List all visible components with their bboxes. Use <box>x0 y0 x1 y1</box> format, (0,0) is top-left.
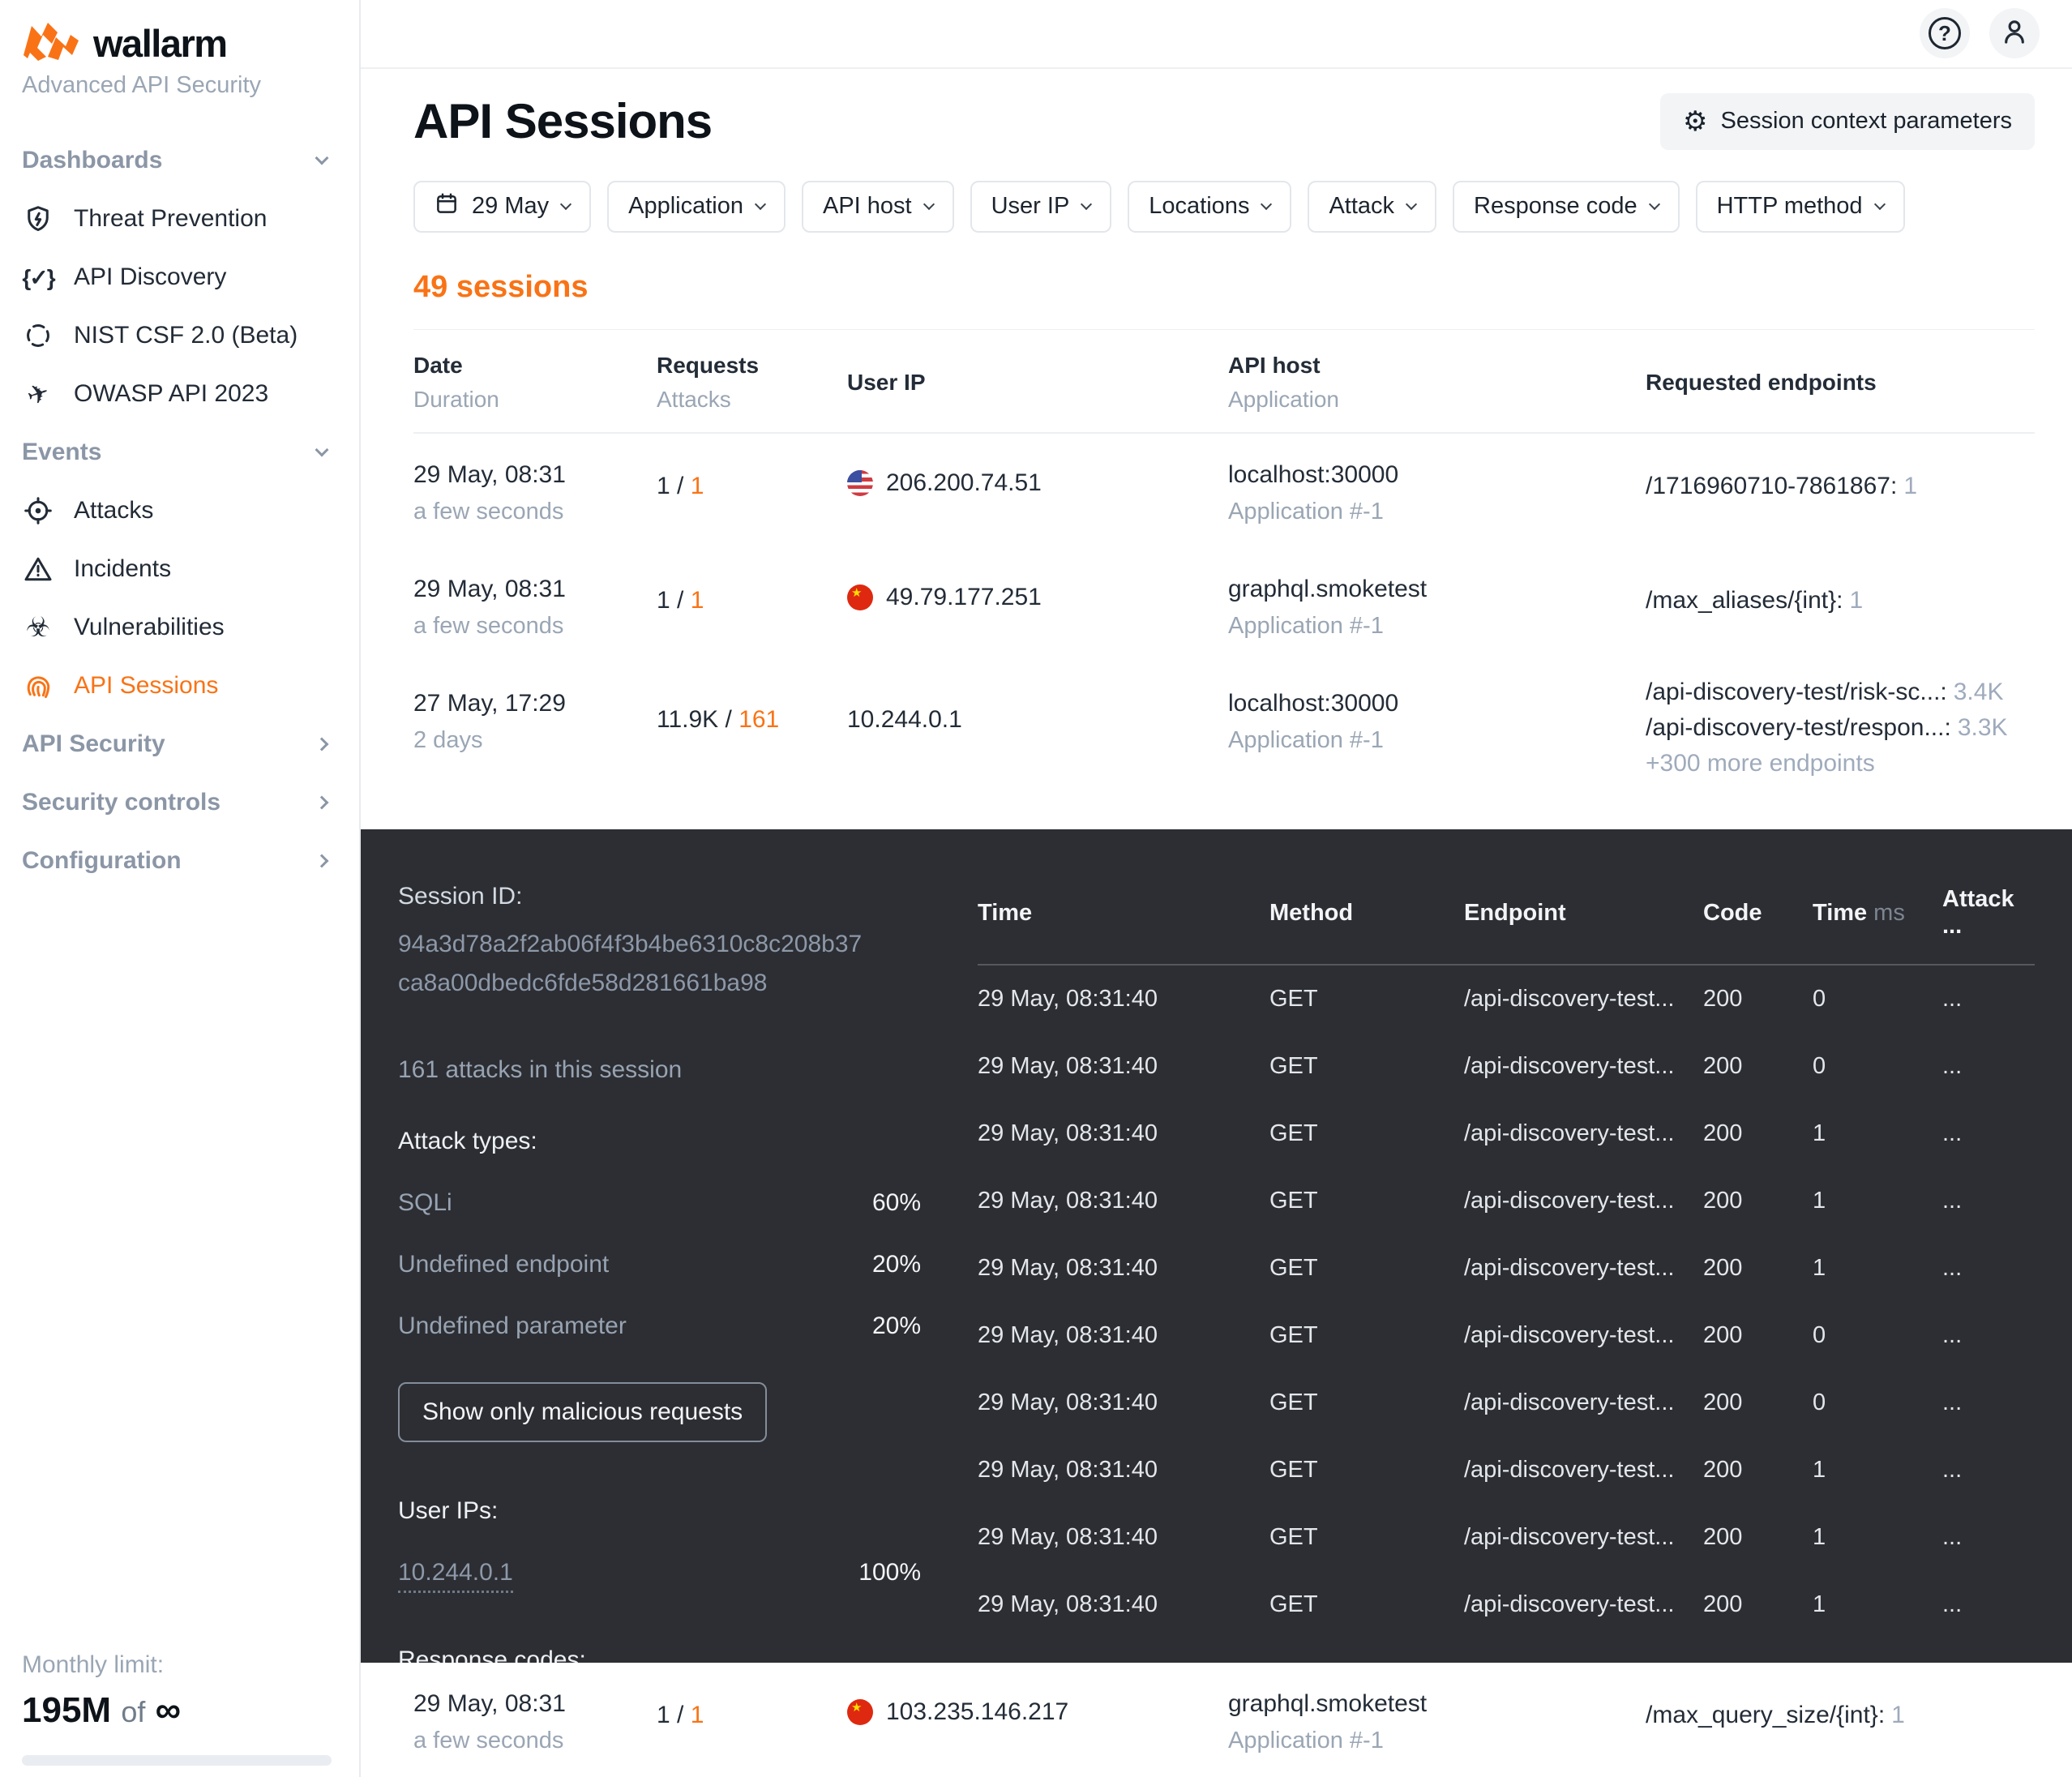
calendar-icon <box>435 191 459 222</box>
help-button[interactable]: ? <box>1920 8 1970 59</box>
attacks-summary: 161 attacks in this session <box>398 1056 683 1084</box>
request-row[interactable]: 29 May, 08:31:40 GET/api-discovery-test..… <box>978 1255 1963 1282</box>
sidebar-nav: Dashboards Threat Prevention {✓} API Dis… <box>22 131 359 890</box>
braces-check-icon: {✓} <box>22 264 55 290</box>
sidebar: wallarm Advanced API Security Dashboards… <box>0 0 361 1777</box>
sidebar-item-vulnerabilities[interactable]: ☣ Vulnerabilities <box>22 598 359 657</box>
session-row-expanded[interactable]: 27 May, 17:29 2 days 11.9K / 161 10.244.0… <box>413 662 2035 800</box>
session-row[interactable]: 29 May, 08:31a few seconds 1 / 1 49.79.1… <box>413 548 2035 662</box>
chevron-down-icon <box>315 443 329 457</box>
filter-http-method[interactable]: HTTP method <box>1695 180 1905 233</box>
request-row[interactable]: 29 May, 08:31:40 GET/api-discovery-test..… <box>978 1120 1963 1147</box>
sidebar-item-owasp-api[interactable]: ✈ OWASP API 2023 <box>22 365 359 423</box>
monthly-limit-value: 195M of ∞ <box>22 1690 181 1730</box>
question-icon: ? <box>1929 17 1961 50</box>
filter-bar: 29 May Application API host User IP Loca… <box>361 150 2072 233</box>
chevron-down-icon <box>1261 198 1273 210</box>
chevron-right-icon <box>315 795 329 810</box>
sessions-count: 49 sessions <box>413 269 589 304</box>
show-malicious-requests-button[interactable]: Show only malicious requests <box>398 1382 768 1443</box>
request-row[interactable]: 29 May, 08:31:40 GET/api-discovery-test..… <box>978 1457 1963 1484</box>
filter-application[interactable]: Application <box>607 180 786 233</box>
request-row[interactable]: 29 May, 08:31:40 GET/api-discovery-test..… <box>978 1591 1963 1618</box>
filter-response-code[interactable]: Response code <box>1453 180 1680 233</box>
request-row[interactable]: 29 May, 08:31:40 GET/api-discovery-test..… <box>978 1524 1963 1551</box>
wallarm-logo-icon <box>22 21 80 66</box>
fingerprint-icon <box>22 671 54 700</box>
jet-plane-icon: ✈ <box>23 376 54 412</box>
chevron-right-icon <box>315 854 329 868</box>
sidebar-section-api-security[interactable]: API Security <box>22 715 359 773</box>
sidebar-item-api-sessions[interactable]: API Sessions <box>22 657 359 715</box>
sidebar-item-threat-prevention[interactable]: Threat Prevention <box>22 190 359 248</box>
brand-subtitle: Advanced API Security <box>22 72 261 98</box>
session-detail-panel: Session ID: 94a3d78a2f2ab06f4f3b4be6310c… <box>361 829 2072 1663</box>
user-icon <box>1999 16 2030 51</box>
more-endpoints-link[interactable]: +300 more endpoints <box>1646 750 1875 777</box>
chevron-down-icon <box>1081 198 1093 210</box>
sidebar-section-dashboards[interactable]: Dashboards <box>22 131 359 190</box>
us-flag-icon <box>847 470 873 497</box>
monthly-limit: Monthly limit: 195M of ∞ <box>22 1651 332 1766</box>
gear-icon: ⚙ <box>1683 105 1708 137</box>
cn-flag-icon <box>847 1699 873 1725</box>
session-summary: Session ID: 94a3d78a2f2ab06f4f3b4be6310c… <box>398 862 921 1663</box>
requests-table-header: Time Method Endpoint Code Time ms Attack … <box>978 862 2035 966</box>
request-row[interactable]: 29 May, 08:31:40 GET/api-discovery-test..… <box>978 1053 1963 1080</box>
brand[interactable]: wallarm <box>22 21 359 66</box>
session-row[interactable]: 29 May, 08:31a few seconds 1 / 1 103.235… <box>413 1663 2035 1777</box>
nist-segments-icon <box>22 321 54 350</box>
chevron-down-icon <box>923 198 935 210</box>
biohazard-icon: ☣ <box>25 612 51 643</box>
topbar: ? <box>361 0 2072 69</box>
request-row[interactable]: 29 May, 08:31:40 GET/api-discovery-test..… <box>978 1188 1963 1214</box>
divider <box>413 328 2035 331</box>
shield-bolt-icon <box>22 204 54 233</box>
chevron-down-icon <box>1405 198 1418 210</box>
attack-type-row: SQLi 60% <box>398 1189 921 1217</box>
request-row[interactable]: 29 May, 08:31:40 GET/api-discovery-test..… <box>978 1322 1963 1349</box>
page-title: API Sessions <box>413 94 713 149</box>
sessions-table-continued: 29 May, 08:31a few seconds 1 / 1 103.235… <box>361 1663 2072 1777</box>
filter-api-host[interactable]: API host <box>801 180 954 233</box>
sidebar-section-security-controls[interactable]: Security controls <box>22 773 359 832</box>
attack-type-row: Undefined parameter 20% <box>398 1312 921 1340</box>
sessions-table-header: Date Duration Requests Attacks User IP API… <box>413 330 2035 435</box>
user-menu-button[interactable] <box>1989 8 2040 59</box>
request-row[interactable]: 29 May, 08:31:40 GET/api-discovery-test..… <box>978 986 1963 1013</box>
main-content: ? API Sessions ⚙ Session context paramet… <box>361 0 2072 1777</box>
sidebar-section-configuration[interactable]: Configuration <box>22 832 359 890</box>
chevron-down-icon <box>560 198 572 210</box>
chevron-right-icon <box>315 737 329 751</box>
cn-flag-icon <box>847 584 873 611</box>
sidebar-item-attacks[interactable]: Attacks <box>22 482 359 540</box>
chevron-down-icon <box>315 151 329 165</box>
user-ip-row: 10.244.0.1 100% <box>398 1559 921 1594</box>
filter-date[interactable]: 29 May <box>413 180 592 233</box>
session-row[interactable]: 29 May, 08:31 a few seconds 1 / 1 206.200… <box>413 461 1917 525</box>
chevron-down-icon <box>754 198 767 210</box>
monthly-limit-progressbar <box>22 1755 332 1766</box>
sidebar-item-nist-csf[interactable]: NIST CSF 2.0 (Beta) <box>22 306 359 365</box>
request-row[interactable]: 29 May, 08:31:40 GET/api-discovery-test..… <box>978 1389 1963 1416</box>
chevron-down-icon <box>1873 198 1886 210</box>
sessions-table: Date Duration Requests Attacks User IP API… <box>361 330 2072 800</box>
session-requests: Time Method Endpoint Code Time ms Attack … <box>921 862 2035 1663</box>
session-id-value: 94a3d78a2f2ab06f4f3b4be6310c8c208b37 ca8… <box>398 931 863 997</box>
chevron-down-icon <box>1648 198 1660 210</box>
filter-attack[interactable]: Attack <box>1308 180 1437 233</box>
sidebar-item-api-discovery[interactable]: {✓} API Discovery <box>22 263 227 290</box>
warning-triangle-icon <box>22 555 54 584</box>
filter-user-ip[interactable]: User IP <box>970 180 1112 233</box>
session-context-parameters-button[interactable]: ⚙ Session context parameters <box>1660 92 2035 150</box>
user-ip-link[interactable]: 10.244.0.1 <box>398 1559 513 1594</box>
attack-type-row: Undefined endpoint 20% <box>398 1251 921 1278</box>
brand-name: wallarm <box>93 22 228 65</box>
filter-locations[interactable]: Locations <box>1128 180 1292 233</box>
target-icon <box>22 496 54 525</box>
sidebar-section-events[interactable]: Events <box>22 423 359 482</box>
sidebar-item-incidents[interactable]: Incidents <box>22 540 359 598</box>
